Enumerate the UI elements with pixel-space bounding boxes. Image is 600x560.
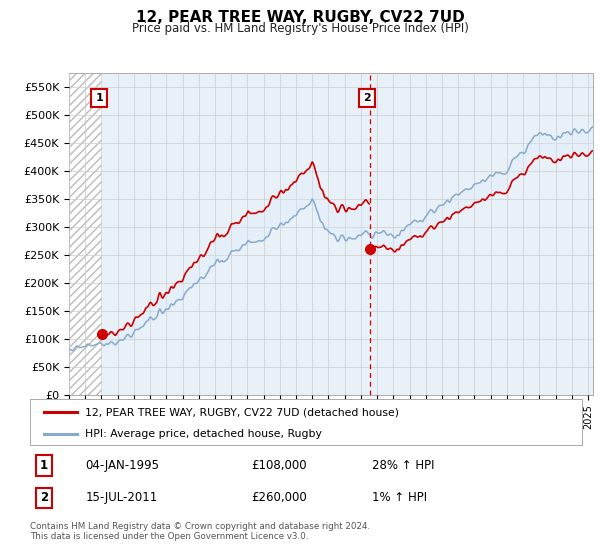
Text: Price paid vs. HM Land Registry's House Price Index (HPI): Price paid vs. HM Land Registry's House … — [131, 22, 469, 35]
Text: £260,000: £260,000 — [251, 491, 307, 505]
Text: 12, PEAR TREE WAY, RUGBY, CV22 7UD: 12, PEAR TREE WAY, RUGBY, CV22 7UD — [136, 10, 464, 25]
Bar — [101, 73, 593, 395]
Text: Contains HM Land Registry data © Crown copyright and database right 2024.
This d: Contains HM Land Registry data © Crown c… — [30, 522, 370, 542]
Text: 28% ↑ HPI: 28% ↑ HPI — [372, 459, 435, 472]
Text: HPI: Average price, detached house, Rugby: HPI: Average price, detached house, Rugb… — [85, 429, 322, 438]
Text: 12, PEAR TREE WAY, RUGBY, CV22 7UD (detached house): 12, PEAR TREE WAY, RUGBY, CV22 7UD (deta… — [85, 407, 399, 417]
Text: £108,000: £108,000 — [251, 459, 307, 472]
Text: 1% ↑ HPI: 1% ↑ HPI — [372, 491, 427, 505]
Text: 1: 1 — [95, 93, 103, 103]
Text: 1: 1 — [40, 459, 48, 472]
Text: 2: 2 — [40, 491, 48, 505]
Text: 04-JAN-1995: 04-JAN-1995 — [85, 459, 159, 472]
Bar — [69, 73, 101, 395]
Text: 2: 2 — [364, 93, 371, 103]
Text: 15-JUL-2011: 15-JUL-2011 — [85, 491, 157, 505]
